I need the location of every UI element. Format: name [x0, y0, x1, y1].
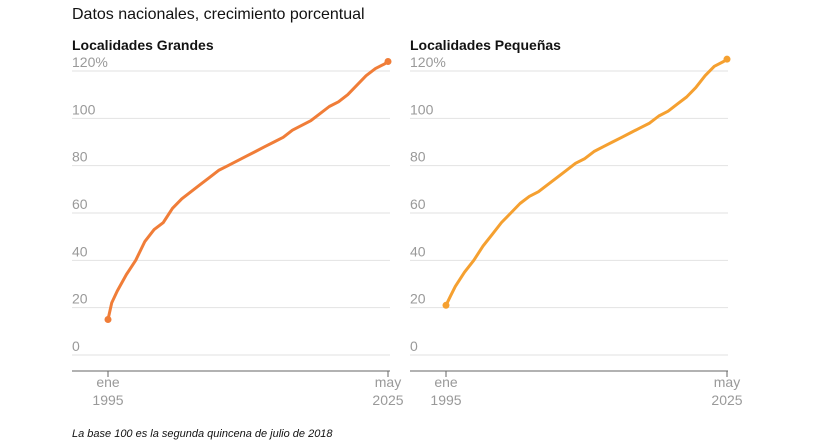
pequenas-start-point [442, 301, 450, 309]
pequenas-y-tick-label: 120% [410, 54, 446, 70]
chart-headline: Datos nacionales, crecimiento porcentual [72, 6, 365, 23]
grandes-start-point [104, 316, 112, 323]
grandes-y-tick-label: 40 [72, 243, 88, 259]
pequenas-y-tick-label: 0 [410, 338, 418, 354]
grandes-y-tick-label: 100 [72, 101, 96, 117]
pequenas-end-point [723, 55, 731, 63]
pequenas-series-line [444, 57, 729, 307]
pequenas-y-tick-label: 80 [410, 149, 426, 165]
footnote: La base 100 es la segunda quincena de ju… [72, 428, 333, 440]
pequenas-x-tick-month: may [714, 374, 740, 390]
grandes-x-tick-year: 2025 [372, 392, 403, 408]
panel-title-pequenas: Localidades Pequeñas [410, 37, 561, 53]
grandes-y-tick-label: 20 [72, 291, 88, 307]
pequenas-y-tick-label: 60 [410, 196, 426, 212]
grandes-end-point [384, 58, 392, 66]
grandes-y-tick-label: 0 [72, 338, 80, 354]
grandes-x-tick-month: ene [96, 374, 120, 390]
pequenas-x-tick-month: ene [434, 374, 458, 390]
pequenas-y-tick-label: 20 [410, 291, 426, 307]
grandes-series-line [106, 60, 390, 321]
pequenas-y-tick-label: 40 [410, 243, 426, 259]
pequenas-x-tick-year: 2025 [711, 392, 742, 408]
panel-title-grandes: Localidades Grandes [72, 37, 214, 53]
grandes-x-tick-year: 1995 [92, 392, 123, 408]
grandes-x-tick-month: may [375, 374, 401, 390]
grandes-y-tick-label: 60 [72, 196, 88, 212]
grandes-y-tick-label: 80 [72, 149, 88, 165]
pequenas-x-tick-year: 1995 [430, 392, 461, 408]
pequenas-y-tick-label: 100 [410, 101, 434, 117]
grandes-y-tick-label: 120% [72, 54, 108, 70]
